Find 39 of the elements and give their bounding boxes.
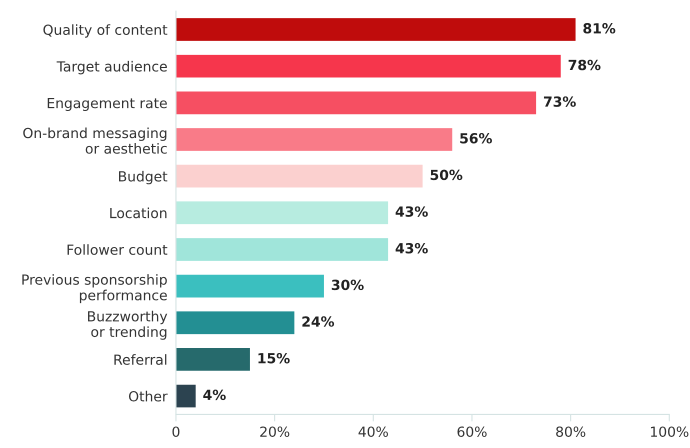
bar [176,128,452,151]
y-tick-label: Quality of content [43,24,168,38]
x-tick-label: 80% [556,426,586,437]
data-label: 4% [203,390,226,400]
data-label: 24% [302,316,334,327]
bar [176,18,576,41]
x-tick-label: 0 [172,426,180,437]
x-tick-label: 40% [358,426,388,437]
x-tick-label: 60% [457,426,487,437]
bar [176,54,561,78]
data-label: 43% [396,242,428,254]
y-tick-label: Previous sponsorship performance [22,274,167,304]
data-label: 73% [544,96,576,107]
x-tick-label: 20% [260,426,290,437]
bar [176,348,250,371]
y-tick-label: Location [110,208,166,218]
y-tick-label: Buzzworthy or trending [88,310,168,340]
data-label: 50% [430,170,462,180]
y-tick-label: On-brand messaging or aesthetic [23,127,167,154]
y-tick-label: Engagement rate [48,98,167,111]
bar [176,91,536,114]
bar [176,201,388,224]
y-tick-label: Budget [119,170,168,184]
data-label: 15% [258,352,290,364]
data-label: 43% [396,206,428,217]
y-tick-label: Referral [114,354,166,365]
bar [176,238,388,261]
bar [176,311,294,334]
data-label: 81% [583,23,616,34]
y-tick-label: Follower count [68,244,168,255]
data-label: 78% [568,60,601,70]
bar [176,274,324,298]
data-label: 56% [460,133,492,144]
x-tick-label: 100% [650,426,688,437]
y-tick-label: Target audience [56,60,167,74]
y-tick-label: Other [128,390,168,402]
data-label: 30% [332,280,364,290]
bar [176,384,196,408]
bar [176,164,423,188]
